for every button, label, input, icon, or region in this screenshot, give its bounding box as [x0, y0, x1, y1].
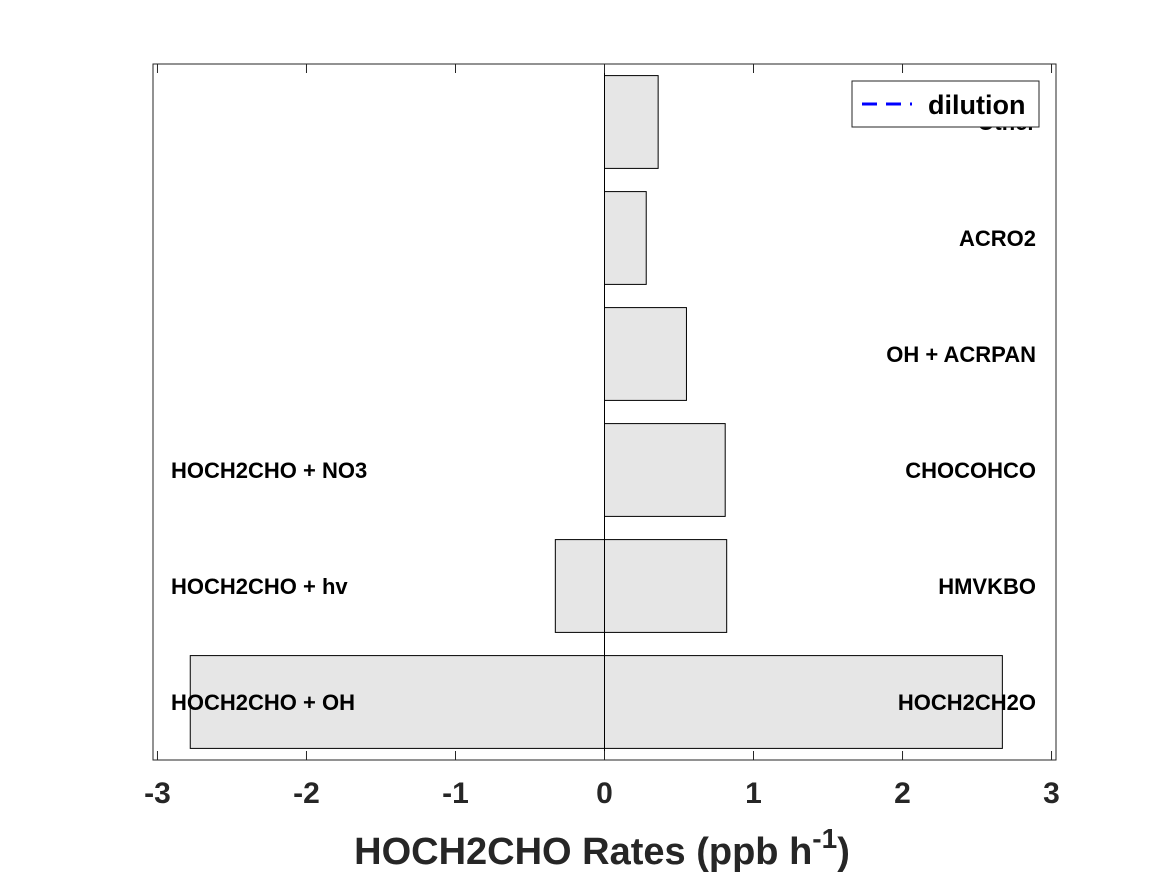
x-tick-label: -3 — [144, 777, 171, 810]
legend-box — [851, 80, 1040, 128]
negative-bar-label: HOCH2CHO + OH — [171, 690, 355, 715]
legend: dilution — [851, 80, 1040, 128]
positive-bar — [604, 75, 659, 169]
bars — [189, 75, 1003, 749]
positive-bar — [604, 539, 728, 633]
x-tick-label: -2 — [293, 777, 320, 810]
positive-bar — [604, 423, 726, 517]
positive-bar — [604, 655, 1003, 749]
x-tick-label: 0 — [596, 777, 613, 810]
positive-bar-label: ACRO2 — [959, 226, 1036, 251]
x-axis-title: HOCH2CHO Rates (ppb h-1) — [354, 823, 850, 873]
negative-bar — [189, 655, 605, 749]
positive-bar — [604, 191, 647, 285]
x-axis-title-end: ) — [837, 831, 850, 873]
x-tick-label: 3 — [1043, 777, 1060, 810]
positive-bar — [604, 307, 687, 401]
negative-bar — [554, 539, 605, 633]
x-tick-label: 2 — [894, 777, 911, 810]
x-axis-title-superscript: -1 — [812, 823, 837, 854]
legend-dilution-label: dilution — [928, 90, 1025, 120]
positive-bar-label: HMVKBO — [938, 574, 1036, 599]
positive-bar-label: CHOCOHCO — [905, 458, 1036, 483]
positive-bar-label: OH + ACRPAN — [886, 342, 1036, 367]
x-axis-title-main: HOCH2CHO Rates (ppb h — [354, 831, 812, 873]
negative-bar-label: HOCH2CHO + hv — [171, 574, 348, 599]
x-tick-label: 1 — [745, 777, 762, 810]
x-tick-label: -1 — [442, 777, 469, 810]
x-axis: -3 -2 -1 0 1 2 3 — [144, 64, 1060, 810]
negative-bar-label: HOCH2CHO + NO3 — [171, 458, 367, 483]
positive-bar-label: HOCH2CH2O — [898, 690, 1036, 715]
